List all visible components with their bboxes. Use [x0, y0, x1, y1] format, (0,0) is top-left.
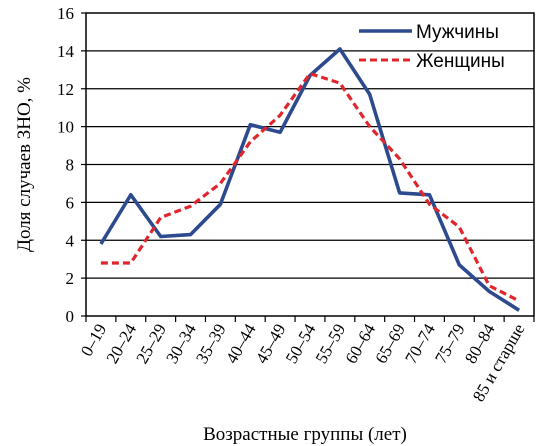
y-tick-label: 16 — [57, 4, 74, 23]
y-tick-label: 10 — [57, 118, 74, 137]
y-tick-label: 8 — [66, 156, 75, 175]
y-tick-label: 14 — [57, 42, 75, 61]
gridlines — [86, 50, 534, 279]
x-tick-label: 35–39 — [192, 321, 230, 367]
y-tick-label: 0 — [66, 307, 75, 326]
plot-frame — [85, 12, 535, 317]
x-tick-label: 65–69 — [371, 321, 409, 367]
legend-label-men: Мужчины — [416, 22, 499, 43]
x-tick-label: 25–29 — [132, 321, 170, 367]
y-tick-label: 2 — [66, 269, 75, 288]
series-line-women — [100, 71, 520, 303]
y-tick-label: 4 — [66, 231, 75, 250]
legend-label-women: Женщины — [416, 51, 505, 72]
y-tick-labels: 0 2 4 6 8 10 12 14 16 — [57, 4, 86, 326]
y-tick-label: 6 — [66, 193, 75, 212]
x-axis-title: Возрастные группы (лет) — [203, 424, 407, 445]
legend: Мужчины Женщины — [359, 22, 505, 72]
x-tick-label: 55–59 — [312, 321, 350, 367]
series-lines — [99, 47, 521, 312]
x-tick-label: 75–79 — [431, 321, 469, 367]
x-tick-label: 45–49 — [252, 321, 290, 367]
y-axis-title: Доля случаев ЗНО, % — [14, 77, 35, 252]
y-tick-label: 12 — [57, 80, 74, 99]
x-tick-labels: 0–1920–2425–2930–3435–3940–4445–4950–545… — [77, 316, 535, 405]
